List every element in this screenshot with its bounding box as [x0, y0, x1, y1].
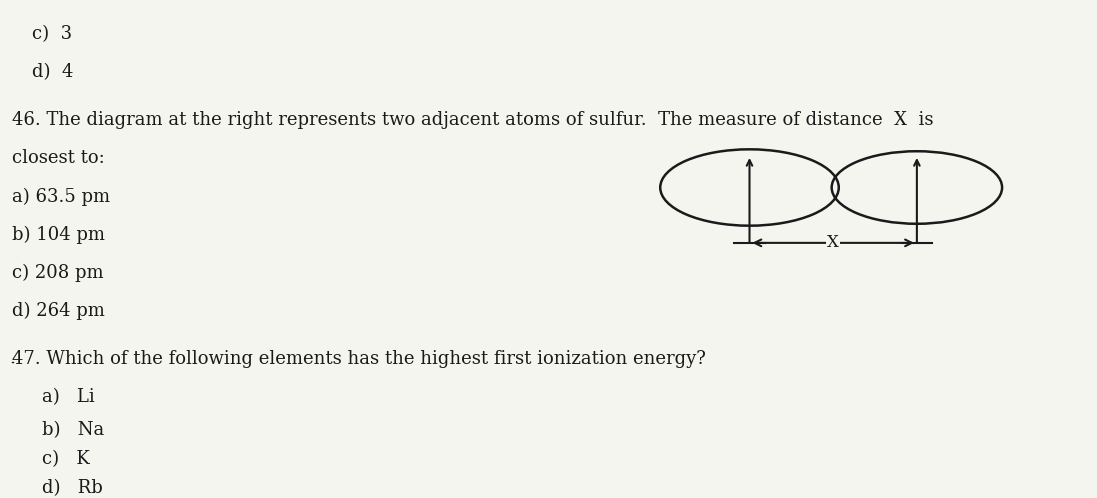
Text: c)  3: c) 3 — [32, 25, 72, 43]
Text: closest to:: closest to: — [12, 149, 104, 167]
Text: b)   Na: b) Na — [42, 421, 104, 439]
Text: a)   Li: a) Li — [42, 388, 94, 406]
Text: d)  4: d) 4 — [32, 63, 73, 82]
Text: 47. Which of the following elements has the highest first ionization energy?: 47. Which of the following elements has … — [12, 350, 705, 368]
Text: 46. The diagram at the right represents two adjacent atoms of sulfur.  The measu: 46. The diagram at the right represents … — [12, 111, 934, 129]
Text: a) 63.5 pm: a) 63.5 pm — [12, 188, 110, 206]
Text: X: X — [827, 235, 839, 251]
Text: c)   K: c) K — [42, 450, 90, 468]
Text: b) 104 pm: b) 104 pm — [12, 226, 104, 244]
Text: c) 208 pm: c) 208 pm — [12, 264, 103, 282]
Text: d) 264 pm: d) 264 pm — [12, 302, 104, 320]
Text: d)   Rb: d) Rb — [42, 479, 103, 497]
